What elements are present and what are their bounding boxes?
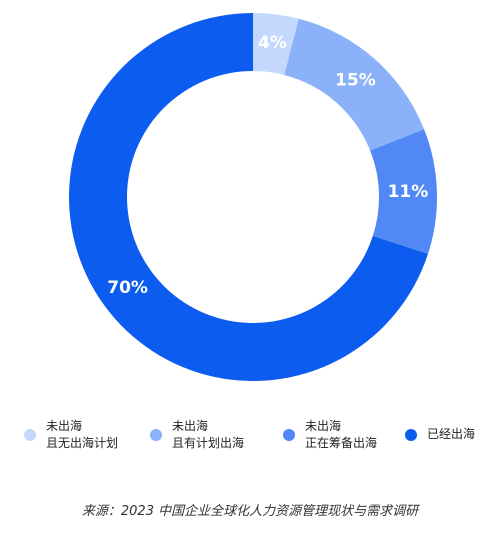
legend-label: 未出海 且有计划出海 bbox=[172, 419, 245, 450]
data-label: 4% bbox=[258, 33, 287, 53]
source: 来源：2023 中国企业全球化人力资源管理现状与需求调研 bbox=[81, 504, 419, 519]
legend-swatch bbox=[24, 429, 36, 441]
data-label: 70% bbox=[107, 278, 148, 298]
legend-swatch bbox=[283, 429, 295, 441]
donut-segment bbox=[68, 13, 428, 381]
legend-label: 未出海 且无出海计划 bbox=[46, 419, 119, 450]
donut-segment bbox=[284, 18, 425, 151]
legend-swatch bbox=[405, 428, 417, 441]
donut-segment bbox=[253, 13, 299, 75]
legend-swatch bbox=[150, 429, 162, 441]
data-label: 11% bbox=[388, 182, 429, 202]
donut-segment bbox=[370, 129, 437, 254]
legend-label: 已经出海 bbox=[427, 427, 476, 441]
chart: 4% 15% 11% 70% bbox=[68, 13, 437, 381]
legend-item: 已经出海 bbox=[405, 426, 475, 443]
legend-item: 未出海 且无出海计划 bbox=[24, 418, 118, 452]
data-label: 15% bbox=[335, 71, 376, 91]
legend: 未出海 且无出海计划 未出海 且有计划出海 未出海 正在筹备出海 已经出海 bbox=[0, 418, 500, 458]
legend-item: 未出海 正在筹备出海 bbox=[283, 418, 377, 452]
legend-item: 未出海 且有计划出海 bbox=[150, 418, 244, 452]
legend-label: 未出海 正在筹备出海 bbox=[305, 419, 378, 450]
